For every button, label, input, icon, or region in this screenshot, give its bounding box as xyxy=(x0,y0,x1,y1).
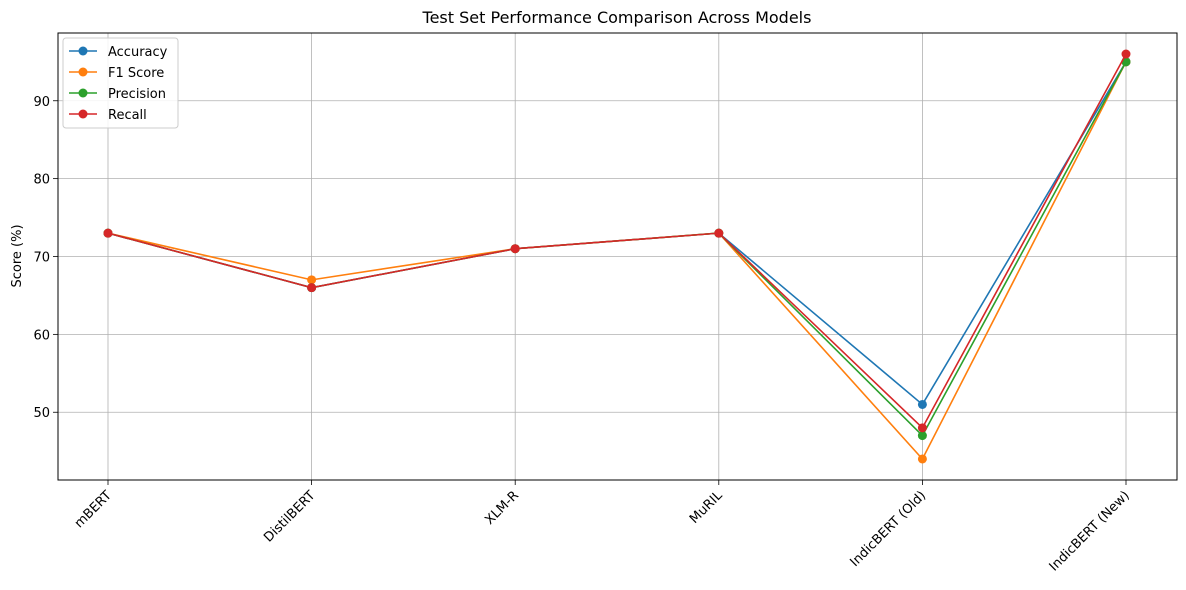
x-tick-label: DistilBERT xyxy=(261,488,318,545)
legend-label: Recall xyxy=(108,108,147,123)
x-tick-label: mBERT xyxy=(72,488,115,531)
series-line-recall xyxy=(107,53,1127,430)
chart-title: Test Set Performance Comparison Across M… xyxy=(422,8,812,27)
data-point xyxy=(1121,49,1131,59)
y-ticks: 50 60 70 80 90 xyxy=(33,95,58,421)
y-axis-label: Score (%) xyxy=(10,224,25,287)
x-tick-label: IndicBERT (New) xyxy=(1047,488,1133,574)
x-ticks: mBERT DistilBERT XLM-R MuRIL IndicBERT (Old)… xyxy=(72,480,1133,574)
data-point xyxy=(917,454,927,464)
y-tick-label: 50 xyxy=(33,406,50,421)
legend-swatch-marker xyxy=(78,109,88,119)
legend: Accuracy F1 Score Precision Recall xyxy=(62,37,179,129)
series-line-precision xyxy=(107,61,1127,437)
legend-label: Precision xyxy=(108,87,166,102)
x-tick-label: XLM-R xyxy=(482,488,522,528)
data-point xyxy=(714,228,724,238)
legend-label: Accuracy xyxy=(108,45,168,60)
y-tick-label: 80 xyxy=(33,173,50,188)
x-tick-label: MuRIL xyxy=(687,488,726,527)
series-group xyxy=(103,49,1131,464)
data-point xyxy=(307,283,317,293)
legend-box xyxy=(62,37,179,129)
y-tick-label: 70 xyxy=(33,251,50,266)
data-point xyxy=(917,431,927,441)
data-point xyxy=(917,399,927,409)
legend-swatch-marker xyxy=(78,46,88,56)
y-tick-label: 90 xyxy=(33,95,50,110)
series-line-f1-score xyxy=(107,61,1127,461)
data-point xyxy=(103,228,113,238)
legend-swatch-marker xyxy=(78,88,88,98)
x-tick-label: IndicBERT (Old) xyxy=(847,488,929,570)
data-point xyxy=(510,244,520,254)
legend-swatch-marker xyxy=(78,67,88,77)
legend-label: F1 Score xyxy=(108,66,164,81)
data-point xyxy=(917,423,927,433)
series-line-accuracy xyxy=(107,61,1127,406)
data-point xyxy=(307,275,317,285)
y-tick-label: 60 xyxy=(33,328,50,343)
grid-lines xyxy=(58,33,1177,480)
